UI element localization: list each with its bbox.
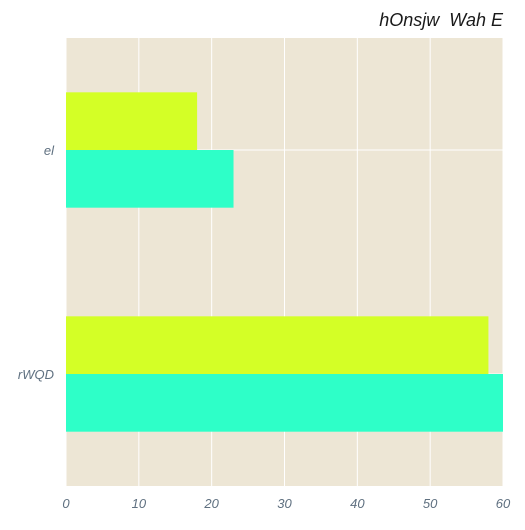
x-tick-label: 0 xyxy=(62,496,70,511)
x-tick-label: 50 xyxy=(423,496,438,511)
x-tick-label: 30 xyxy=(277,496,292,511)
bar xyxy=(66,150,234,208)
bar xyxy=(66,92,198,150)
y-tick-label: el xyxy=(44,143,55,158)
x-tick-label: 20 xyxy=(203,496,219,511)
y-tick-label: rWQD xyxy=(18,367,54,382)
x-tick-label: 60 xyxy=(496,496,511,511)
x-tick-label: 10 xyxy=(132,496,147,511)
chart-title: hOnsjw Wah E xyxy=(379,10,503,30)
bar xyxy=(66,316,489,374)
x-tick-label: 40 xyxy=(350,496,365,511)
bar xyxy=(66,374,503,432)
